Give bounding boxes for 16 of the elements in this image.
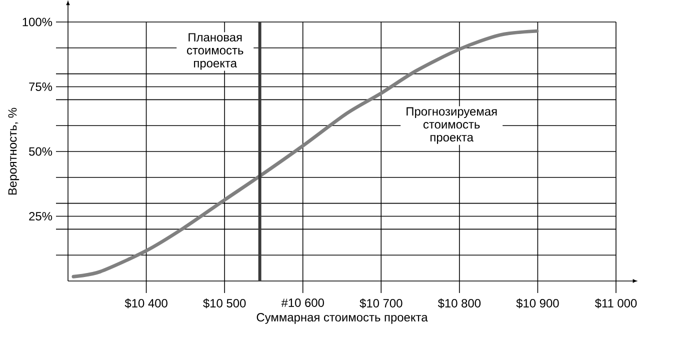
annotation: Прогнозируемая стоимость проекта <box>406 107 497 144</box>
x-tick-label: $11 000 <box>594 298 637 308</box>
y-axis-title: Вероятность, % <box>8 108 20 195</box>
x-tick-label: $10 400 <box>124 298 168 308</box>
y-tick-label: 100% <box>22 18 52 26</box>
x-tick-label: $10 700 <box>360 298 402 308</box>
x-tick-label: #10 600 <box>281 298 324 307</box>
y-tick-label: 50% <box>29 147 52 156</box>
y-tick-label: 75% <box>29 82 52 91</box>
x-tick-label: $10 800 <box>438 298 481 308</box>
ref-line-label: Плановая стоимость проекта <box>187 33 244 70</box>
y-tick-label: 25% <box>29 212 52 220</box>
line-series <box>72 29 539 278</box>
x-tick-label: $10 900 <box>516 298 559 308</box>
x-tick-label: $10 500 <box>203 298 246 308</box>
x-axis-title: Суммарная стоимость проекта <box>256 313 428 324</box>
